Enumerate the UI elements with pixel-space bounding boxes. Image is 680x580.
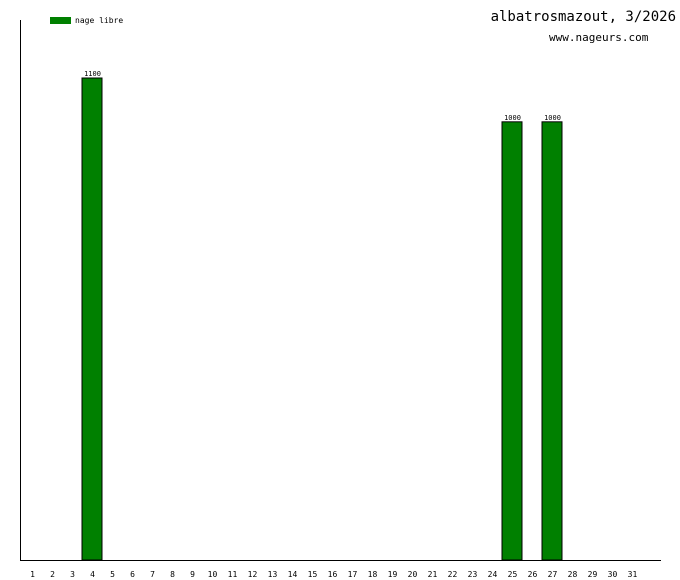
x-tick-label: 22 [448,570,458,579]
x-tick-label: 19 [388,570,398,579]
bar [81,77,103,561]
x-tick-label: 21 [428,570,438,579]
x-tick-label: 8 [170,570,175,579]
bar-value-label: 1000 [504,114,521,122]
x-tick-label: 15 [308,570,318,579]
chart-subtitle: www.nageurs.com [549,31,649,44]
x-tick-label: 3 [70,570,75,579]
x-tick-label: 24 [488,570,498,579]
x-tick-label: 17 [348,570,358,579]
x-tick-label: 14 [288,570,298,579]
legend-label: nage libre [75,16,124,25]
x-tick-label: 6 [130,570,135,579]
x-tick-label: 1 [30,570,35,579]
x-tick-label: 27 [548,570,558,579]
x-tick-label: 20 [408,570,418,579]
x-tick-label: 29 [588,570,598,579]
bar-value-label: 1000 [544,114,561,122]
x-tick-label: 13 [268,570,278,579]
bar-value-label: 1100 [84,70,101,78]
x-tick-label: 2 [50,570,55,579]
x-tick-label: 23 [468,570,478,579]
legend: nage libre [50,16,123,25]
x-tick-label: 30 [608,570,618,579]
x-tick-label: 28 [568,570,578,579]
legend-swatch [50,17,71,24]
x-tick-label: 18 [368,570,378,579]
x-tick-label: 26 [528,570,538,579]
x-tick-label: 16 [328,570,338,579]
x-tick-label: 12 [248,570,258,579]
x-tick-label: 10 [208,570,218,579]
bar [541,121,563,561]
x-tick-label: 11 [228,570,238,579]
x-tick-label: 9 [190,570,195,579]
x-tick-label: 25 [508,570,518,579]
bar [501,121,523,561]
x-tick-label: 7 [150,570,155,579]
x-tick-label: 4 [90,570,95,579]
x-tick-label: 31 [628,570,638,579]
x-tick-label: 5 [110,570,115,579]
chart-title: albatrosmazout, 3/2026 [490,9,676,25]
